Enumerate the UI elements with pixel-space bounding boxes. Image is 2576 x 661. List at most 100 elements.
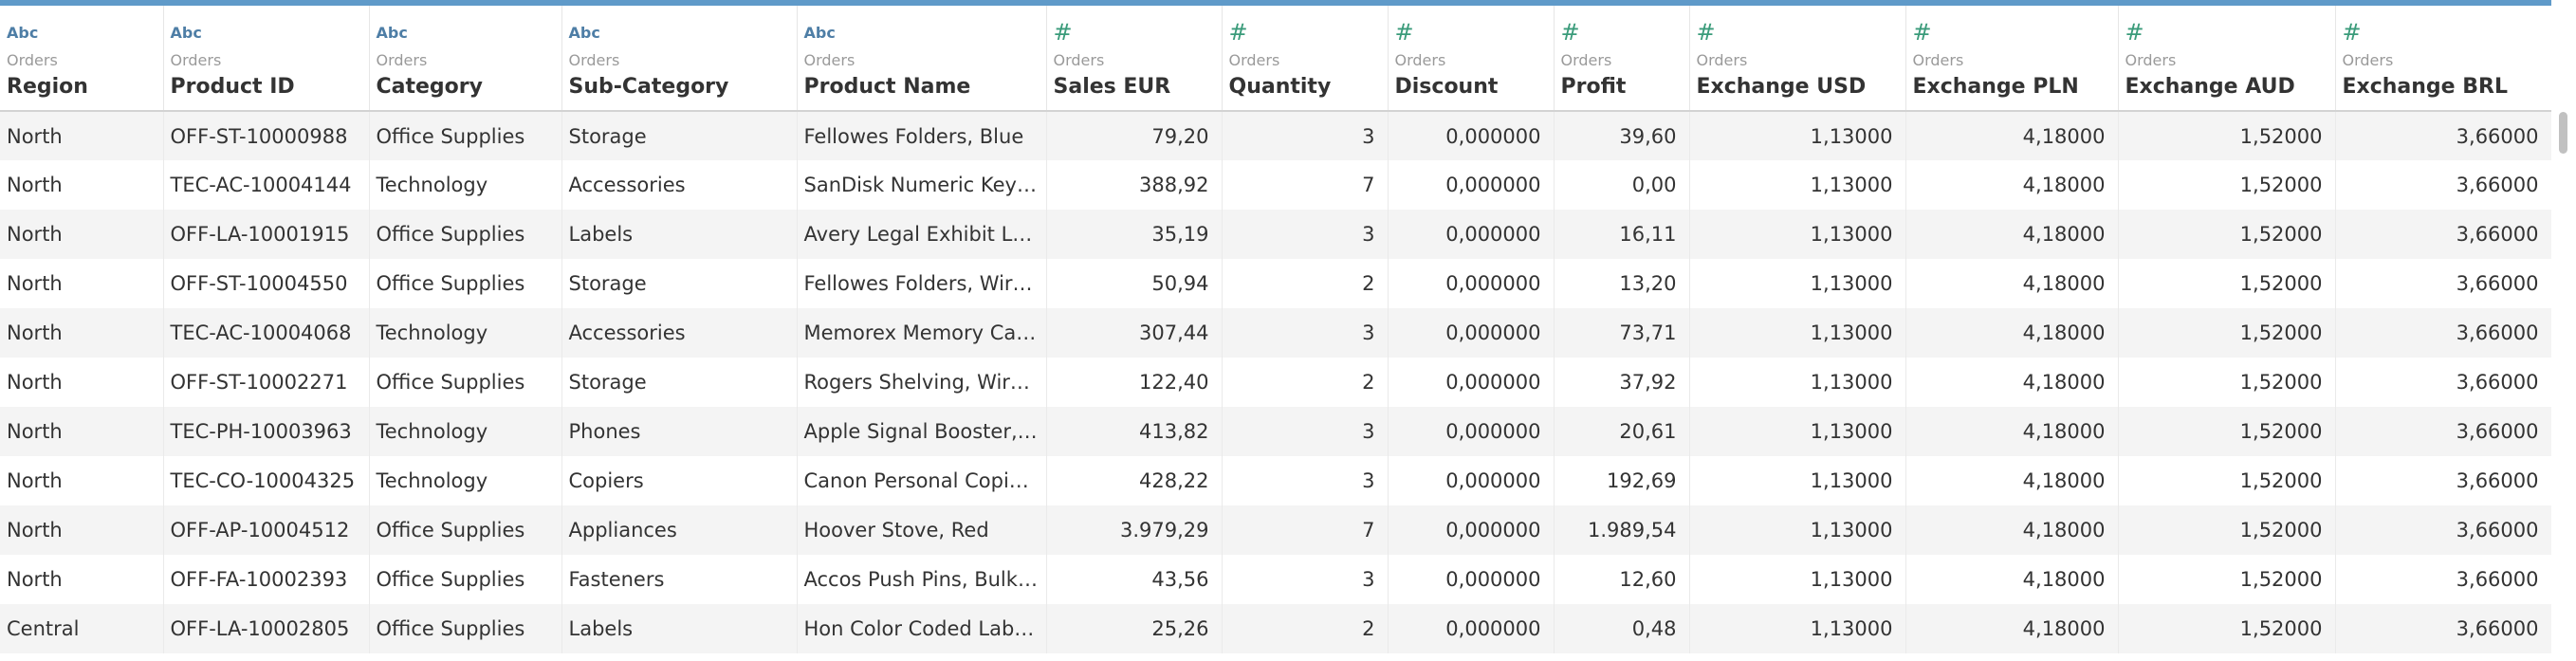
cell-sub-category[interactable]: Storage xyxy=(561,111,798,160)
cell-profit[interactable]: 20,61 xyxy=(1554,407,1690,456)
cell-profit[interactable]: 0,48 xyxy=(1554,604,1690,653)
cell-profit[interactable]: 37,92 xyxy=(1554,358,1690,407)
cell-discount[interactable]: 0,000000 xyxy=(1388,160,1555,210)
column-header-exchange-pln[interactable]: # Orders Exchange PLN xyxy=(1905,6,2119,112)
cell-product-id[interactable]: OFF-AP-10004512 xyxy=(163,505,370,555)
cell-exchange-brl[interactable]: 3,66000 xyxy=(2335,308,2551,358)
column-header-profit[interactable]: # Orders Profit xyxy=(1554,6,1690,112)
column-header-exchange-usd[interactable]: # Orders Exchange USD xyxy=(1689,6,1906,112)
column-header-category[interactable]: Abc Orders Category xyxy=(369,6,562,112)
cell-exchange-brl[interactable]: 3,66000 xyxy=(2335,505,2551,555)
table-row[interactable]: North TEC-AC-10004068 Technology Accessorie… xyxy=(0,308,2551,358)
cell-exchange-aud[interactable]: 1,52000 xyxy=(2118,604,2336,653)
cell-exchange-pln[interactable]: 4,18000 xyxy=(1905,259,2119,308)
table-row[interactable]: North OFF-ST-10002271 Office Supplies Stora… xyxy=(0,358,2551,407)
string-type-icon[interactable]: Abc xyxy=(376,24,408,42)
cell-sales-eur[interactable]: 43,56 xyxy=(1046,555,1223,604)
cell-sales-eur[interactable]: 79,20 xyxy=(1046,111,1223,160)
cell-exchange-brl[interactable]: 3,66000 xyxy=(2335,358,2551,407)
cell-exchange-usd[interactable]: 1,13000 xyxy=(1689,505,1906,555)
cell-discount[interactable]: 0,000000 xyxy=(1388,505,1555,555)
cell-exchange-usd[interactable]: 1,13000 xyxy=(1689,111,1906,160)
table-row[interactable]: Central OFF-LA-10002805 Office Supplies Lab… xyxy=(0,604,2551,653)
cell-profit[interactable]: 13,20 xyxy=(1554,259,1690,308)
cell-region[interactable]: North xyxy=(0,210,164,259)
cell-exchange-usd[interactable]: 1,13000 xyxy=(1689,604,1906,653)
cell-region[interactable]: North xyxy=(0,358,164,407)
cell-region[interactable]: Central xyxy=(0,604,164,653)
cell-exchange-aud[interactable]: 1,52000 xyxy=(2118,210,2336,259)
number-type-icon[interactable]: # xyxy=(1053,19,1073,46)
number-type-icon[interactable]: # xyxy=(1696,19,1716,46)
cell-quantity[interactable]: 2 xyxy=(1222,604,1389,653)
cell-exchange-usd[interactable]: 1,13000 xyxy=(1689,308,1906,358)
cell-exchange-aud[interactable]: 1,52000 xyxy=(2118,407,2336,456)
cell-sales-eur[interactable]: 50,94 xyxy=(1046,259,1223,308)
table-row[interactable]: North OFF-FA-10002393 Office Supplies Faste… xyxy=(0,555,2551,604)
cell-product-name[interactable]: Memorex Memory Car… xyxy=(797,308,1047,358)
cell-exchange-aud[interactable]: 1,52000 xyxy=(2118,111,2336,160)
cell-product-name[interactable]: Fellowes Folders, Blue xyxy=(797,111,1047,160)
cell-quantity[interactable]: 7 xyxy=(1222,505,1389,555)
cell-exchange-usd[interactable]: 1,13000 xyxy=(1689,358,1906,407)
cell-quantity[interactable]: 3 xyxy=(1222,456,1389,505)
cell-exchange-usd[interactable]: 1,13000 xyxy=(1689,259,1906,308)
cell-region[interactable]: North xyxy=(0,160,164,210)
cell-exchange-aud[interactable]: 1,52000 xyxy=(2118,505,2336,555)
cell-exchange-usd[interactable]: 1,13000 xyxy=(1689,210,1906,259)
table-row[interactable]: North TEC-AC-10004144 Technology Accessorie… xyxy=(0,160,2551,210)
cell-sales-eur[interactable]: 428,22 xyxy=(1046,456,1223,505)
column-header-product-name[interactable]: Abc Orders Product Name xyxy=(797,6,1047,112)
cell-region[interactable]: North xyxy=(0,555,164,604)
cell-product-name[interactable]: SanDisk Numeric Key… xyxy=(797,160,1047,210)
cell-exchange-aud[interactable]: 1,52000 xyxy=(2118,555,2336,604)
cell-category[interactable]: Office Supplies xyxy=(369,555,562,604)
table-row[interactable]: North OFF-ST-10004550 Office Supplies Stora… xyxy=(0,259,2551,308)
cell-profit[interactable]: 12,60 xyxy=(1554,555,1690,604)
cell-sub-category[interactable]: Appliances xyxy=(561,505,798,555)
vertical-scrollbar[interactable] xyxy=(2551,6,2576,661)
string-type-icon[interactable]: Abc xyxy=(7,24,39,42)
cell-exchange-usd[interactable]: 1,13000 xyxy=(1689,456,1906,505)
column-header-product-id[interactable]: Abc Orders Product ID xyxy=(163,6,370,112)
cell-exchange-pln[interactable]: 4,18000 xyxy=(1905,456,2119,505)
number-type-icon[interactable]: # xyxy=(1560,19,1580,46)
cell-region[interactable]: North xyxy=(0,111,164,160)
cell-discount[interactable]: 0,000000 xyxy=(1388,555,1555,604)
number-type-icon[interactable]: # xyxy=(2125,19,2144,46)
cell-product-id[interactable]: OFF-LA-10001915 xyxy=(163,210,370,259)
cell-profit[interactable]: 1.989,54 xyxy=(1554,505,1690,555)
cell-exchange-brl[interactable]: 3,66000 xyxy=(2335,407,2551,456)
cell-discount[interactable]: 0,000000 xyxy=(1388,456,1555,505)
number-type-icon[interactable]: # xyxy=(2342,19,2362,46)
cell-discount[interactable]: 0,000000 xyxy=(1388,308,1555,358)
cell-exchange-aud[interactable]: 1,52000 xyxy=(2118,259,2336,308)
cell-discount[interactable]: 0,000000 xyxy=(1388,407,1555,456)
column-header-discount[interactable]: # Orders Discount xyxy=(1388,6,1555,112)
cell-profit[interactable]: 192,69 xyxy=(1554,456,1690,505)
cell-product-id[interactable]: TEC-AC-10004144 xyxy=(163,160,370,210)
cell-product-id[interactable]: OFF-ST-10002271 xyxy=(163,358,370,407)
cell-exchange-brl[interactable]: 3,66000 xyxy=(2335,604,2551,653)
column-header-sales-eur[interactable]: # Orders Sales EUR xyxy=(1046,6,1223,112)
column-header-sub-category[interactable]: Abc Orders Sub-Category xyxy=(561,6,798,112)
cell-sales-eur[interactable]: 388,92 xyxy=(1046,160,1223,210)
table-row[interactable]: North TEC-PH-10003963 Technology Phones Appl… xyxy=(0,407,2551,456)
cell-exchange-brl[interactable]: 3,66000 xyxy=(2335,456,2551,505)
cell-sub-category[interactable]: Phones xyxy=(561,407,798,456)
cell-exchange-pln[interactable]: 4,18000 xyxy=(1905,111,2119,160)
cell-category[interactable]: Office Supplies xyxy=(369,210,562,259)
table-row[interactable]: North OFF-AP-10004512 Office Supplies Appli… xyxy=(0,505,2551,555)
number-type-icon[interactable]: # xyxy=(1912,19,1932,46)
cell-product-id[interactable]: OFF-FA-10002393 xyxy=(163,555,370,604)
cell-exchange-pln[interactable]: 4,18000 xyxy=(1905,358,2119,407)
cell-quantity[interactable]: 3 xyxy=(1222,308,1389,358)
cell-exchange-aud[interactable]: 1,52000 xyxy=(2118,358,2336,407)
cell-region[interactable]: North xyxy=(0,308,164,358)
cell-exchange-brl[interactable]: 3,66000 xyxy=(2335,259,2551,308)
cell-sales-eur[interactable]: 25,26 xyxy=(1046,604,1223,653)
cell-product-id[interactable]: OFF-LA-10002805 xyxy=(163,604,370,653)
cell-exchange-pln[interactable]: 4,18000 xyxy=(1905,308,2119,358)
cell-product-name[interactable]: Hoover Stove, Red xyxy=(797,505,1047,555)
table-row[interactable]: North OFF-ST-10000988 Office Supplies Stora… xyxy=(0,111,2551,160)
